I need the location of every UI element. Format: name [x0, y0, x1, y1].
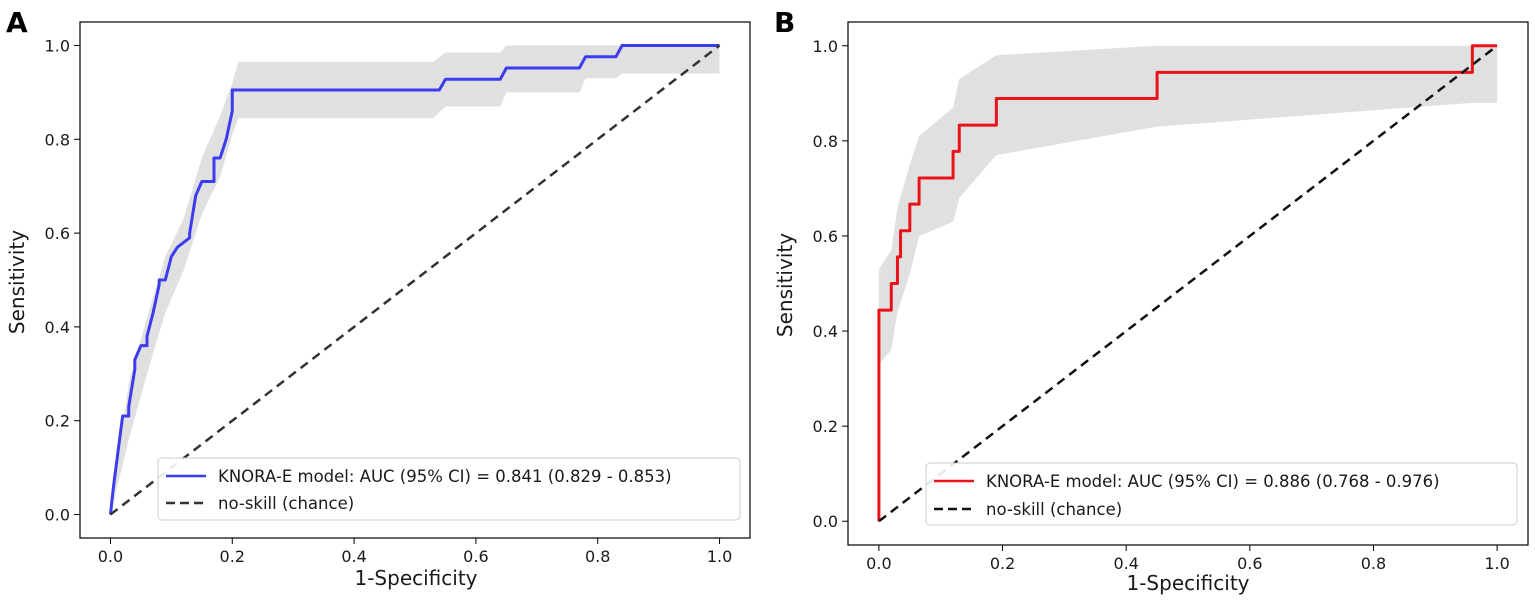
x-tick-label-a: 0.2 [220, 547, 245, 566]
x-tick-label-b: 1.0 [1484, 554, 1509, 573]
y-tick-label-b: 0.0 [813, 512, 838, 531]
y-tick-label-a: 0.6 [45, 224, 70, 243]
legend-a: KNORA-E model: AUC (95% CI) = 0.841 (0.8… [157, 457, 741, 521]
roc-curve-a [108, 43, 720, 515]
x-tick-label-b: 0.0 [866, 554, 891, 573]
legend-box-b [925, 462, 1518, 526]
y-tick-label-b: 0.8 [813, 132, 838, 151]
ci-band-group-b [878, 45, 1498, 365]
x-tick-label-a: 0.6 [463, 547, 488, 566]
y-tick-label-a: 0.8 [45, 130, 70, 149]
series-group-b [877, 44, 1498, 523]
legend-entry-model-a: KNORA-E model: AUC (95% CI) = 0.841 (0.8… [218, 467, 672, 486]
chance-line-a [109, 44, 721, 516]
x-tick-label-a: 1.0 [707, 547, 732, 566]
y-tick-label-a: 1.0 [45, 36, 70, 55]
y-tick-label-b: 1.0 [813, 37, 838, 56]
y-axis-label-a: Sensitivity [5, 230, 29, 334]
x-tick-label-a: 0.0 [98, 547, 123, 566]
x-tick-label-a: 0.8 [585, 547, 610, 566]
ticks-a: 0.0 0.2 0.4 0.6 0.8 1.0 0.0 0.2 0.4 0.6 0.8 1.0 [45, 36, 733, 566]
x-tick-label-b: 0.8 [1361, 554, 1386, 573]
y-tick-label-b: 0.4 [813, 322, 838, 341]
panel-label-b: B [774, 6, 795, 39]
legend-b: KNORA-E model: AUC (95% CI) = 0.886 (0.7… [925, 462, 1518, 526]
x-tick-label-b: 0.4 [1113, 554, 1138, 573]
y-tick-label-a: 0.0 [45, 506, 70, 525]
roc-curve-b [877, 44, 1498, 522]
axes-frame-a [79, 21, 751, 539]
chance-line-b [878, 44, 1498, 523]
roc-panel-a: A 0.0 0.2 0.4 0.6 0.8 1.0 0.0 0.2 0.4 0.6 0.8 1.0 1… [5, 6, 751, 590]
y-axis-label-b: Sensitivity [773, 233, 797, 337]
x-tick-label-a: 0.4 [341, 547, 366, 566]
ci-band-b [878, 45, 1498, 365]
x-axis-label-a: 1-Specificity [354, 566, 477, 590]
legend-box-a [157, 457, 741, 521]
series-group-a [108, 43, 721, 516]
y-tick-label-b: 0.2 [813, 417, 838, 436]
legend-entry-chance-a: no-skill (chance) [218, 494, 354, 513]
x-axis-label-b: 1-Specificity [1126, 571, 1249, 595]
y-tick-label-a: 0.4 [45, 318, 70, 337]
x-tick-label-b: 0.6 [1237, 554, 1262, 573]
axes-frame-b [847, 21, 1529, 546]
legend-entry-model-b: KNORA-E model: AUC (95% CI) = 0.886 (0.7… [986, 472, 1440, 491]
legend-entry-chance-b: no-skill (chance) [986, 500, 1122, 519]
y-tick-label-b: 0.6 [813, 227, 838, 246]
panel-label-a: A [6, 6, 28, 39]
y-tick-label-a: 0.2 [45, 412, 70, 431]
x-tick-label-b: 0.2 [990, 554, 1015, 573]
roc-panel-b: B 0.0 0.2 0.4 0.6 0.8 1.0 0.0 0.2 0.4 0.6 0.8 1.0 1… [773, 6, 1529, 595]
ticks-b: 0.0 0.2 0.4 0.6 0.8 1.0 0.0 0.2 0.4 0.6 0.8 1.0 [813, 37, 1510, 573]
